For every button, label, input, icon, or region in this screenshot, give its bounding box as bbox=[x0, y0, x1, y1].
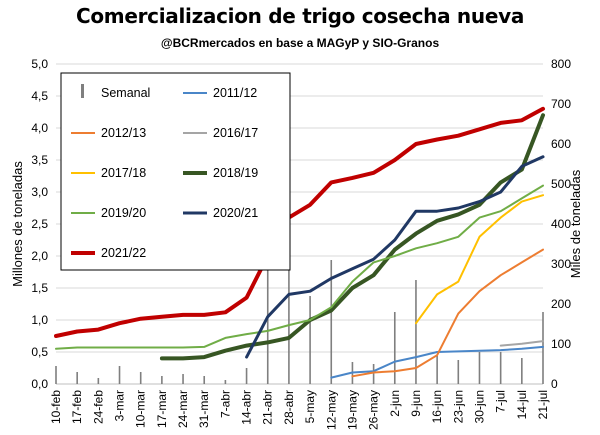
bar-semanal bbox=[372, 364, 375, 384]
left-tick-label: 0,5 bbox=[31, 345, 48, 359]
x-tick-label: 7-abr bbox=[218, 390, 232, 418]
bar-semanal bbox=[224, 380, 227, 384]
x-tick-label: 26-may bbox=[367, 390, 381, 430]
legend-box bbox=[60, 72, 291, 271]
left-tick-label: 5,0 bbox=[31, 57, 48, 71]
x-axis-ticks: 10-feb 17-feb 24-feb 3-mar 10-mar 17-mar 24-ma… bbox=[49, 390, 550, 430]
right-tick-label: 700 bbox=[551, 97, 571, 111]
legend-label: 2017/18 bbox=[101, 166, 146, 180]
x-tick-label: 12-may bbox=[324, 390, 338, 430]
right-tick-label: 300 bbox=[551, 257, 571, 271]
x-tick-label: 19-may bbox=[345, 390, 359, 430]
x-tick-label: 5-may bbox=[303, 390, 317, 423]
right-tick-label: 600 bbox=[551, 137, 571, 151]
bar-semanal bbox=[118, 366, 121, 384]
line-2011-12 bbox=[330, 345, 544, 379]
x-tick-label: 23-jun bbox=[451, 390, 465, 423]
right-tick-label: 200 bbox=[551, 297, 571, 311]
right-tick-label: 0 bbox=[551, 377, 558, 391]
x-tick-label: 21-abr bbox=[261, 390, 275, 425]
x-tick-label: 31-mar bbox=[197, 390, 211, 428]
x-tick-label: 10-feb bbox=[49, 390, 63, 424]
legend-label: Semanal bbox=[101, 86, 150, 100]
left-axis-ticks: 0,0 0,5 1,0 1,5 2,0 2,5 3,0 3,5 4,0 4,5 5,0 bbox=[31, 57, 48, 391]
x-tick-label: 17-feb bbox=[70, 390, 84, 424]
chart-subtitle: @BCRmercados en base a MAGyP y SIO-Grano… bbox=[160, 36, 440, 50]
legend-label: 2019/20 bbox=[101, 206, 146, 220]
right-axis-ticks: 0 100 200 300 400 500 600 700 800 bbox=[551, 57, 571, 391]
bar-semanal bbox=[415, 280, 417, 384]
bar-semanal bbox=[309, 296, 311, 384]
left-tick-label: 2,0 bbox=[31, 249, 48, 263]
x-tick-label: 7-jul bbox=[494, 390, 508, 413]
x-tick-label: 10-mar bbox=[134, 390, 148, 428]
legend-label: 2021/22 bbox=[101, 246, 146, 260]
line-2020-21 bbox=[245, 155, 545, 359]
left-tick-label: 1,5 bbox=[31, 281, 48, 295]
line-2019-20 bbox=[55, 184, 544, 350]
x-tick-label: 30-jun bbox=[472, 390, 486, 423]
x-tick-label: 3-mar bbox=[113, 390, 127, 421]
legend-label: 2020/21 bbox=[213, 206, 258, 220]
legend-label: 2016/17 bbox=[213, 126, 258, 140]
left-tick-label: 0,0 bbox=[31, 377, 48, 391]
right-axis-label: Miles de toneladas bbox=[568, 169, 583, 278]
line-2021-22 bbox=[54, 106, 545, 338]
line-2012-13 bbox=[351, 248, 544, 378]
legend-label: 2011/12 bbox=[213, 86, 257, 100]
line-2017-18 bbox=[415, 194, 544, 325]
bar-semanal bbox=[76, 372, 78, 384]
x-tick-label: 17-mar bbox=[155, 390, 169, 428]
bar-semanal bbox=[499, 352, 502, 384]
left-tick-label: 4,5 bbox=[31, 89, 48, 103]
x-tick-label: 28-abr bbox=[282, 390, 296, 425]
bar-semanal bbox=[245, 368, 248, 384]
x-tick-label: 2-jun bbox=[388, 390, 402, 417]
bar-semanal bbox=[393, 312, 396, 384]
bar-semanal bbox=[521, 358, 523, 384]
right-tick-label: 800 bbox=[551, 57, 571, 71]
bar-semanal bbox=[330, 260, 333, 384]
bar-semanal bbox=[97, 378, 100, 384]
bar-semanal bbox=[139, 372, 142, 384]
left-tick-label: 2,5 bbox=[31, 217, 48, 231]
bar-semanal bbox=[55, 366, 57, 384]
legend-label: 2018/19 bbox=[213, 166, 258, 180]
bar-semanal bbox=[288, 160, 290, 384]
legend: Semanal 2011/12 2012/13 2016/17 2017/18 2018/… bbox=[60, 72, 291, 271]
legend-swatch-bar bbox=[81, 84, 84, 98]
bar-semanal bbox=[542, 312, 544, 384]
right-tick-label: 500 bbox=[551, 177, 571, 191]
right-tick-label: 100 bbox=[551, 337, 571, 351]
bar-semanal bbox=[478, 352, 481, 384]
left-tick-label: 4,0 bbox=[31, 121, 48, 135]
bar-semanal bbox=[436, 356, 438, 384]
left-tick-label: 3,5 bbox=[31, 153, 48, 167]
x-tick-label: 24-mar bbox=[176, 390, 190, 428]
x-tick-label: 16-jun bbox=[430, 390, 444, 423]
x-tick-label: 9-jun bbox=[409, 390, 423, 417]
chart-title: Comercializacion de trigo cosecha nueva bbox=[75, 4, 525, 28]
x-tick-label: 21-jul bbox=[536, 390, 550, 419]
bar-semanal bbox=[182, 374, 184, 384]
right-tick-label: 400 bbox=[551, 217, 571, 231]
line-series bbox=[54, 106, 545, 379]
left-axis-label: Millones de toneladas bbox=[10, 161, 25, 287]
left-tick-label: 3,0 bbox=[31, 185, 48, 199]
left-tick-label: 1,0 bbox=[31, 313, 48, 327]
x-tick-label: 14-jul bbox=[515, 390, 529, 419]
line-2016-17 bbox=[499, 340, 544, 347]
x-tick-label: 14-abr bbox=[240, 390, 254, 425]
x-tick-label: 24-feb bbox=[91, 390, 105, 424]
legend-label: 2012/13 bbox=[101, 126, 146, 140]
bar-semanal bbox=[203, 376, 206, 384]
bar-semanal bbox=[457, 360, 460, 384]
bar-semanal bbox=[161, 376, 163, 384]
line-2018-19 bbox=[159, 113, 545, 361]
